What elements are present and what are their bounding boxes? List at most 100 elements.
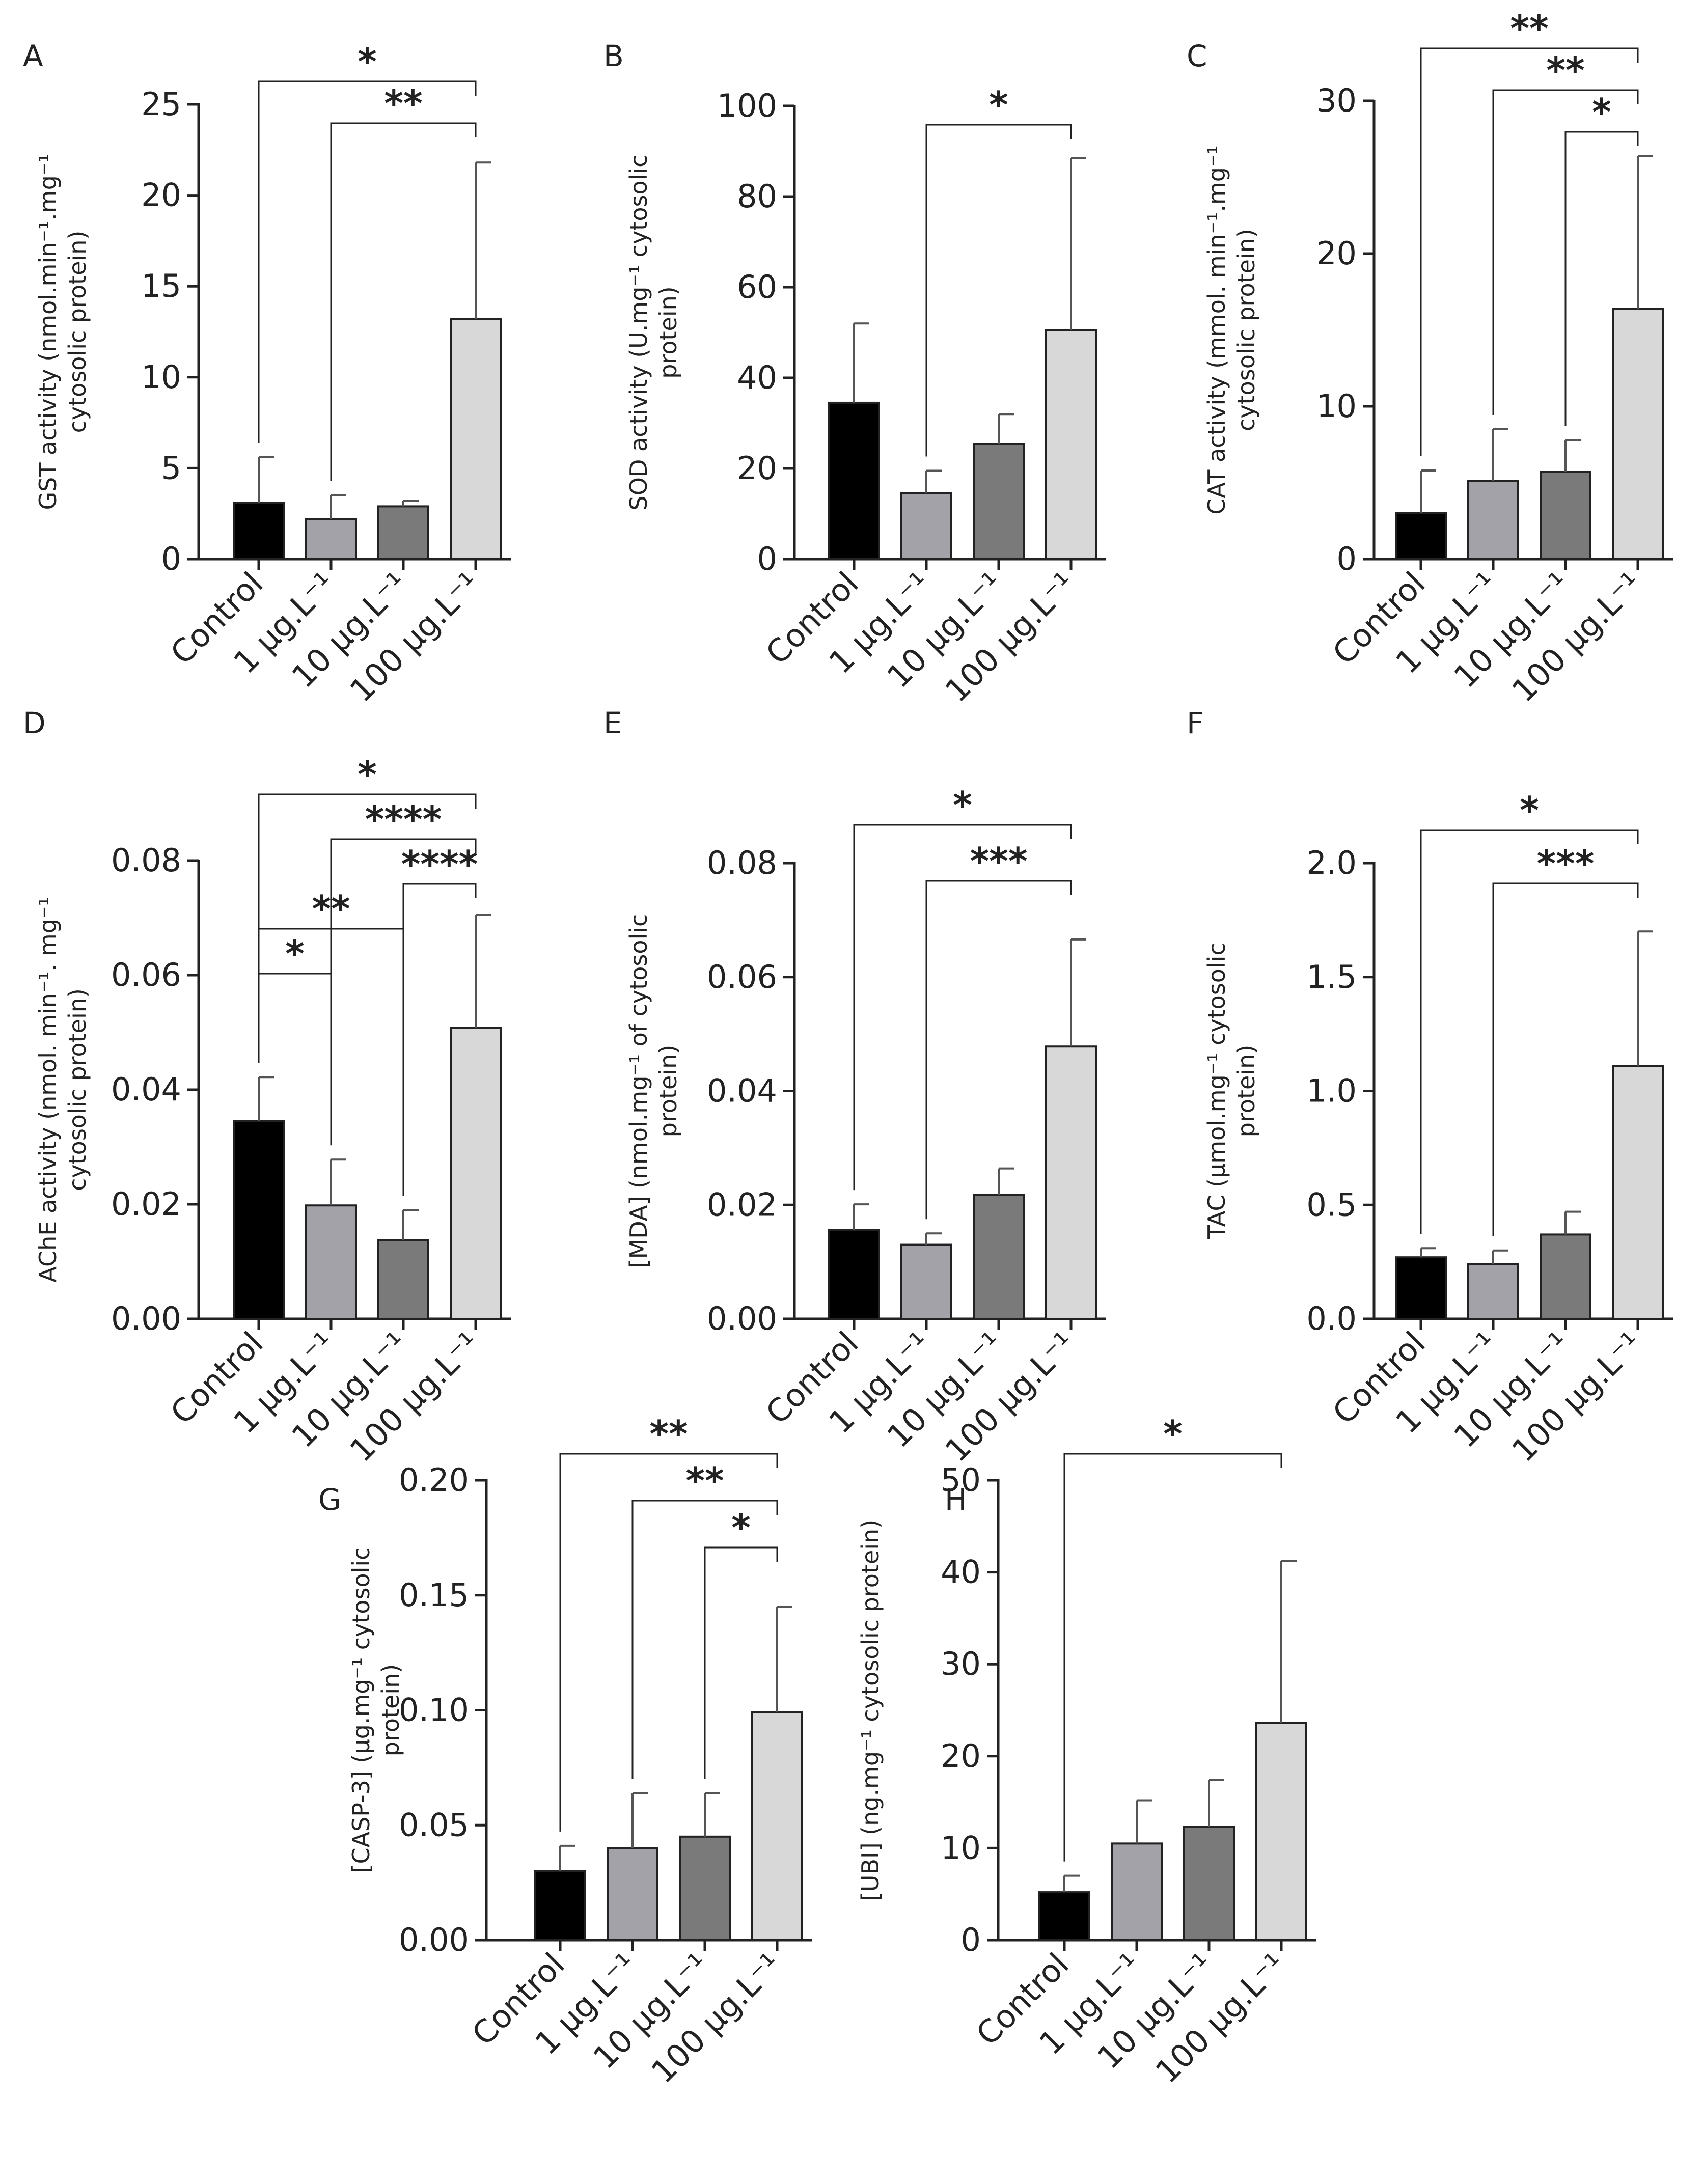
significance-bracket <box>1420 829 1639 1234</box>
y-tick-label: 0.02 <box>707 1186 777 1223</box>
y-tick-label: 0 <box>1337 540 1357 577</box>
bar-2 <box>305 1204 357 1320</box>
y-tick-label: 0 <box>161 540 181 577</box>
significance-bracket <box>330 838 477 1146</box>
bar-1 <box>828 401 880 560</box>
y-axis-title: cytosolic protein) <box>64 988 91 1191</box>
y-tick-label: 0.00 <box>399 1921 469 1958</box>
chart-panel-g: G [CASP-3] (µg.mg⁻¹ cytosolic protein) 0.00… <box>318 1413 812 2090</box>
significance-bracket <box>559 1453 778 1832</box>
panel-label: E <box>603 706 622 740</box>
bar-4 <box>1045 329 1097 560</box>
significance-label: * <box>358 753 377 796</box>
chart-panel-h: H [UBI] (ng.mg⁻¹ cytosolic protein) 0 10 20 3… <box>857 1413 1316 2090</box>
panel-label: C <box>1187 39 1207 73</box>
bar-1 <box>534 1870 586 1942</box>
panel-label: A <box>23 39 43 73</box>
significance-bracket <box>1063 1453 1282 1862</box>
chart-panel-a: A GST activity (nmol.min⁻¹.mg⁻¹ cytosolic … <box>23 39 511 709</box>
bar-1 <box>1038 1891 1090 1941</box>
y-tick-label: 0.06 <box>111 956 181 993</box>
y-tick-label: 0.04 <box>707 1072 777 1110</box>
bar-3 <box>1540 1233 1591 1320</box>
bar-3 <box>973 1194 1025 1320</box>
bar-4 <box>1612 1065 1664 1320</box>
significance-bracket <box>1492 882 1639 1236</box>
significance-label: * <box>731 1506 751 1549</box>
y-axis-title: protein) <box>654 1045 682 1137</box>
y-tick-label: 0.00 <box>707 1300 777 1337</box>
y-tick-label: 80 <box>737 178 777 215</box>
y-axis-title: CAT activity (mmol. min⁻¹.mg⁻¹ <box>1203 145 1230 514</box>
chart-panel-c: C CAT activity (mmol. min⁻¹.mg⁻¹ cytosolic… <box>1187 7 1673 709</box>
bar-2 <box>1467 480 1519 560</box>
y-tick-label: 0.5 <box>1306 1186 1357 1223</box>
significance-label: * <box>989 84 1008 126</box>
y-tick-label: 0.20 <box>399 1461 469 1499</box>
bar-3 <box>377 505 429 560</box>
y-tick-label: 100 <box>717 87 777 124</box>
bar-1 <box>1395 512 1447 560</box>
y-axis-title: protein) <box>1232 1045 1260 1137</box>
significance-bracket <box>1492 89 1639 415</box>
significance-bracket <box>925 124 1072 457</box>
significance-bracket <box>853 824 1072 1191</box>
y-tick-label: 50 <box>941 1461 981 1499</box>
significance-label: ** <box>1546 49 1584 92</box>
bar-4 <box>1612 308 1664 560</box>
significance-label: * <box>1520 789 1539 832</box>
significance-label: ** <box>384 82 422 125</box>
y-tick-label: 20 <box>141 177 181 214</box>
bar-1 <box>828 1229 880 1320</box>
y-tick-label: 10 <box>941 1829 981 1866</box>
significance-bracket <box>258 973 332 1063</box>
significance-bracket <box>330 122 477 481</box>
y-tick-label: 5 <box>161 449 181 486</box>
significance-label: ** <box>649 1413 688 1455</box>
significance-label: ** <box>1510 7 1548 50</box>
bar-3 <box>1540 471 1591 560</box>
bar-3 <box>1183 1826 1235 1942</box>
panel-label: F <box>1187 706 1203 740</box>
significance-label: * <box>1592 91 1611 133</box>
y-tick-label: 0 <box>961 1921 981 1958</box>
y-tick-label: 0.06 <box>707 958 777 996</box>
y-tick-label: 0.08 <box>111 842 181 879</box>
y-tick-label: 60 <box>737 268 777 306</box>
y-tick-label: 40 <box>737 359 777 396</box>
bar-1 <box>233 502 285 561</box>
y-tick-label: 15 <box>141 267 181 305</box>
panel-label: B <box>603 39 624 73</box>
significance-label: * <box>358 40 377 83</box>
significance-bracket <box>925 880 1072 1220</box>
y-axis-title: SOD activity (U.mg⁻¹ cytosolic <box>625 155 652 511</box>
significance-label: * <box>1163 1413 1183 1455</box>
panel-label: H <box>945 1482 967 1517</box>
significance-bracket <box>704 1546 778 1779</box>
y-tick-label: 30 <box>1316 82 1357 119</box>
y-tick-label: 20 <box>737 450 777 487</box>
y-tick-label: 10 <box>1316 388 1357 425</box>
y-axis-title: TAC (µmol.mg⁻¹ cytosolic <box>1203 943 1230 1240</box>
y-tick-label: 0.15 <box>399 1577 469 1614</box>
significance-label: **** <box>401 843 478 886</box>
bar-3 <box>973 443 1025 560</box>
significance-label: *** <box>970 840 1028 882</box>
bar-2 <box>900 492 952 561</box>
y-axis-title: [MDA] (nmol.mg⁻¹ of cytosolic <box>625 914 652 1268</box>
panel-label: D <box>23 706 46 740</box>
y-tick-label: 0.0 <box>1306 1300 1357 1337</box>
y-axis-title: protein) <box>654 286 682 378</box>
bar-2 <box>1467 1263 1519 1320</box>
y-axis-title: AChE activity (nmol. min⁻¹. mg⁻¹ <box>34 897 62 1282</box>
y-tick-label: 25 <box>141 86 181 123</box>
significance-bracket <box>258 80 477 443</box>
chart-panel-f: F TAC (µmol.mg⁻¹ cytosolic protein) 0.0 0.5 1… <box>1187 706 1673 1469</box>
bar-1 <box>1395 1256 1447 1320</box>
y-axis-title: cytosolic protein) <box>1232 229 1260 431</box>
y-tick-label: 0.10 <box>399 1692 469 1729</box>
panel-label: G <box>318 1482 341 1517</box>
bar-2 <box>900 1243 952 1320</box>
bar-3 <box>377 1239 429 1320</box>
y-tick-label: 10 <box>141 358 181 396</box>
